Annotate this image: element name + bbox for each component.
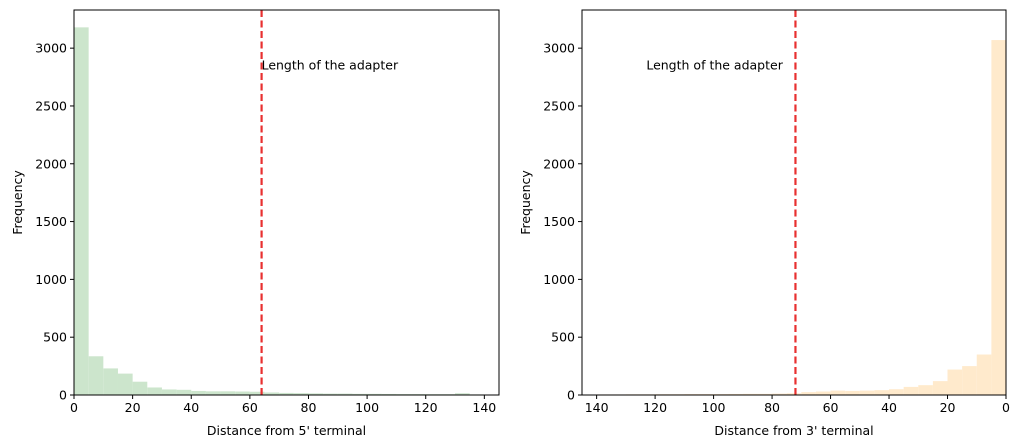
x-axis-label: Distance from 5' terminal bbox=[207, 423, 366, 438]
y-tick-label: 1500 bbox=[543, 214, 575, 229]
histogram-bar bbox=[264, 392, 280, 395]
histogram-bar bbox=[903, 386, 919, 395]
histogram-bar bbox=[976, 354, 992, 395]
x-tick-label: 20 bbox=[940, 400, 956, 415]
histogram-bar bbox=[455, 393, 470, 395]
x-tick-label: 80 bbox=[301, 400, 317, 415]
histogram-bar bbox=[367, 393, 382, 395]
histogram-bar bbox=[991, 40, 1006, 396]
y-tick-label: 3000 bbox=[543, 41, 575, 56]
histogram-bar bbox=[220, 391, 236, 395]
histogram-bar bbox=[932, 381, 948, 395]
histogram-bar bbox=[352, 393, 368, 395]
histogram-bar bbox=[88, 356, 104, 395]
x-axis-label: Distance from 3' terminal bbox=[714, 423, 873, 438]
x-tick-label: 20 bbox=[125, 400, 141, 415]
histogram-bar bbox=[293, 393, 309, 395]
adapter-length-annotation: Length of the adapter bbox=[262, 58, 399, 73]
y-axis-label: Frequency bbox=[518, 170, 533, 235]
x-tick-label: 100 bbox=[355, 400, 379, 415]
histogram-bar bbox=[381, 393, 397, 395]
histogram-bar bbox=[918, 385, 933, 395]
y-tick-label: 2500 bbox=[35, 98, 67, 113]
y-tick-label: 500 bbox=[551, 330, 575, 345]
y-tick-label: 0 bbox=[567, 388, 575, 403]
histogram-bar bbox=[323, 393, 338, 395]
histogram-bar bbox=[205, 391, 221, 395]
y-axis-label: Frequency bbox=[10, 170, 25, 235]
histogram-bar bbox=[772, 393, 787, 395]
x-tick-label: 0 bbox=[1002, 400, 1010, 415]
y-tick-label: 3000 bbox=[35, 41, 67, 56]
x-tick-label: 80 bbox=[764, 400, 780, 415]
axes-frame bbox=[581, 9, 1007, 396]
histogram-bar bbox=[728, 393, 743, 395]
histogram-bar bbox=[176, 389, 192, 395]
x-tick-label: 120 bbox=[414, 400, 438, 415]
histogram-5prime: Length of the adapter 0 20 40 60 80 100 120 140 0… bbox=[10, 9, 500, 438]
axes-frame bbox=[73, 9, 500, 396]
y-tick-label: 2500 bbox=[543, 98, 575, 113]
y-tick-label: 0 bbox=[59, 388, 67, 403]
histogram-bar bbox=[147, 387, 162, 395]
histogram-bar bbox=[337, 393, 353, 395]
histogram-bar bbox=[947, 369, 963, 395]
y-tick-label: 1500 bbox=[35, 214, 67, 229]
histogram-bar bbox=[889, 389, 904, 395]
x-tick-label: 100 bbox=[702, 400, 726, 415]
histogram-bar bbox=[845, 390, 860, 395]
x-tick-label: 0 bbox=[70, 400, 78, 415]
y-tick-label: 2000 bbox=[35, 156, 67, 171]
histogram-bar bbox=[235, 391, 250, 395]
histogram-bar bbox=[801, 392, 816, 395]
adapter-length-annotation: Length of the adapter bbox=[646, 58, 783, 73]
histogram-bar bbox=[103, 368, 118, 395]
x-tick-label: 140 bbox=[585, 400, 609, 415]
histogram-bar bbox=[962, 366, 977, 395]
x-tick-label: 60 bbox=[823, 400, 839, 415]
x-tick-label: 140 bbox=[472, 400, 496, 415]
histogram-bar bbox=[132, 381, 148, 395]
histogram-bar bbox=[74, 27, 89, 396]
y-tick-label: 500 bbox=[43, 330, 67, 345]
x-tick-label: 120 bbox=[643, 400, 667, 415]
histogram-bar bbox=[874, 390, 890, 395]
histogram-bar bbox=[117, 373, 133, 395]
histogram-bar bbox=[815, 391, 831, 395]
histogram-bar bbox=[161, 389, 177, 395]
histogram-bar bbox=[279, 392, 294, 395]
histogram-bar bbox=[830, 390, 846, 395]
histogram-bar bbox=[786, 393, 802, 395]
x-tick-label: 40 bbox=[881, 400, 897, 415]
histogram-bar bbox=[757, 393, 773, 395]
histogram-bar bbox=[191, 390, 206, 395]
x-tick-label: 40 bbox=[183, 400, 199, 415]
y-tick-label: 1000 bbox=[35, 272, 67, 287]
histogram-bar bbox=[249, 391, 265, 395]
y-tick-label: 1000 bbox=[543, 272, 575, 287]
x-tick-label: 60 bbox=[242, 400, 258, 415]
y-tick-label: 2000 bbox=[543, 156, 575, 171]
histogram-bar bbox=[859, 390, 875, 395]
histogram-bar bbox=[742, 393, 758, 395]
histogram-bar bbox=[308, 393, 324, 395]
